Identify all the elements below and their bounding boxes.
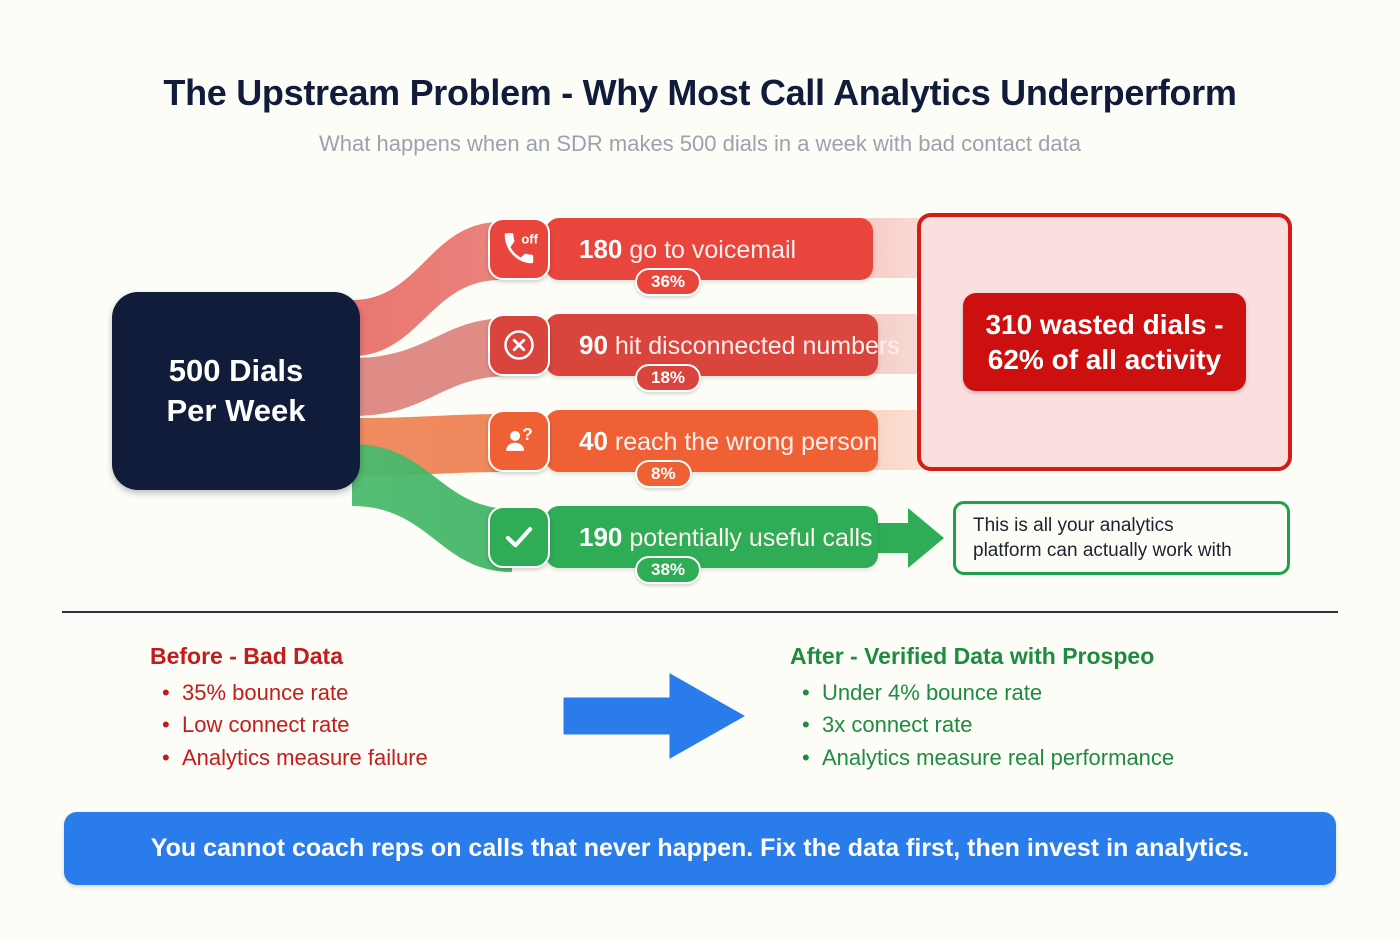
useful-calls-text: This is all your analytics platform can … — [973, 514, 1232, 561]
flow-bar-wrong-person-label: 40 reach the wrong person — [579, 425, 878, 456]
page-title: The Upstream Problem - Why Most Call Ana… — [163, 72, 1237, 113]
after-heading: After - Verified Data with Prospeo — [790, 643, 1155, 669]
wasted-dials-panel: 310 wasted dials - 62% of all activity — [917, 213, 1292, 471]
footer-banner-text: You cannot coach reps on calls that neve… — [150, 834, 1250, 862]
list-item: 35% bounce rate — [162, 677, 428, 710]
section-divider — [62, 611, 1338, 613]
before-heading: Before - Bad Data — [150, 643, 343, 669]
footer-banner: You cannot coach reps on calls that neve… — [64, 812, 1336, 885]
source-node-label: 500 Dials Per Week — [166, 353, 306, 428]
list-item: Analytics measure failure — [162, 742, 428, 775]
flow-bar-useful-label: 190 potentially useful calls — [579, 521, 873, 552]
flow-badge-useful: 38% — [635, 556, 702, 584]
check-icon — [488, 506, 550, 568]
svg-text:off: off — [521, 232, 538, 247]
flow-bar-wrong-person: 40 reach the wrong person — [546, 410, 878, 472]
flow-bar-useful: 190 potentially useful calls — [546, 506, 878, 568]
flow-bar-disconnected-label: 90 hit disconnected numbers — [579, 329, 900, 360]
right-arrow-icon — [563, 673, 746, 759]
list-item: Low connect rate — [162, 709, 428, 742]
flow-badge-wrong-person: 8% — [635, 460, 692, 488]
list-item: Analytics measure real performance — [802, 742, 1174, 775]
wasted-dials-text: 310 wasted dials - 62% of all activity — [963, 292, 1246, 392]
person-question-icon: ? — [488, 410, 550, 472]
list-item: Under 4% bounce rate — [802, 677, 1174, 710]
phone-off-icon: off — [488, 218, 550, 280]
flow-badge-voicemail: 36% — [635, 268, 702, 296]
source-node: 500 Dials Per Week — [112, 292, 360, 490]
after-list: Under 4% bounce rate 3x connect rate Ana… — [790, 677, 1174, 775]
before-column: Before - Bad Data 35% bounce rate Low co… — [150, 643, 428, 774]
before-list: 35% bounce rate Low connect rate Analyti… — [150, 677, 428, 775]
flow-bar-voicemail-label: 180 go to voicemail — [579, 233, 797, 264]
after-column: After - Verified Data with Prospeo Under… — [790, 643, 1174, 774]
flow-badge-disconnected: 18% — [635, 364, 702, 392]
list-item: 3x connect rate — [802, 709, 1174, 742]
svg-text:?: ? — [522, 424, 533, 444]
page-subtitle: What happens when an SDR makes 500 dials… — [319, 131, 1081, 156]
flow-bar-voicemail: 180 go to voicemail — [546, 218, 873, 280]
flow-bar-disconnected: 90 hit disconnected numbers — [546, 314, 900, 376]
useful-calls-panel: This is all your analytics platform can … — [953, 501, 1290, 575]
circle-x-icon — [488, 314, 550, 376]
